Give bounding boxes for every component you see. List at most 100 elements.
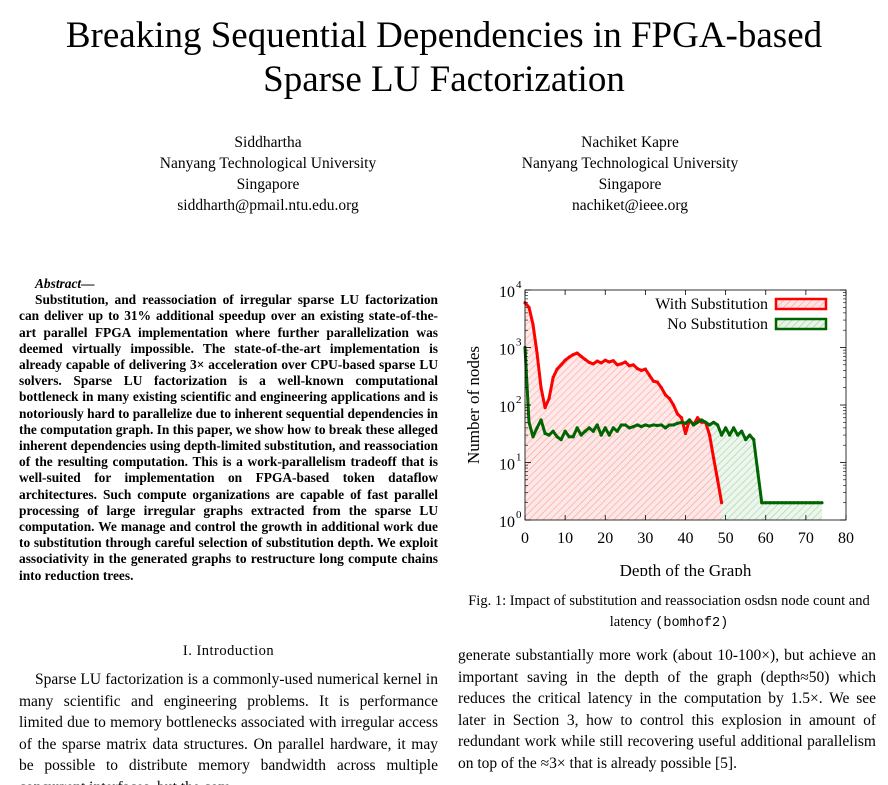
- data-point: [611, 359, 615, 363]
- author-affiliation: Nanyang Technological University: [159, 155, 377, 172]
- data-point: [623, 360, 627, 364]
- y-tick-exponent: 0: [516, 509, 522, 521]
- x-tick-label: 10: [557, 530, 573, 547]
- legend-label: No Substitution: [667, 316, 768, 333]
- data-point: [567, 355, 571, 359]
- data-point: [551, 375, 555, 380]
- author-location: Singapore: [598, 176, 662, 193]
- data-point: [607, 360, 611, 364]
- data-point: [679, 416, 684, 420]
- x-tick-label: 80: [838, 530, 854, 547]
- legend-swatch: [774, 317, 828, 331]
- data-point: [776, 501, 780, 505]
- data-point: [683, 421, 688, 425]
- data-point: [784, 501, 788, 505]
- data-point: [635, 366, 639, 371]
- data-point: [663, 426, 668, 430]
- data-point: [663, 393, 668, 397]
- data-point: [724, 426, 728, 430]
- data-point: [531, 435, 535, 439]
- data-point: [551, 429, 555, 433]
- y-tick-exponent: 3: [516, 337, 522, 349]
- data-point: [655, 423, 660, 428]
- data-point: [796, 501, 800, 505]
- data-point: [716, 478, 720, 482]
- data-point: [768, 501, 772, 505]
- data-point: [695, 420, 700, 424]
- data-point: [547, 396, 551, 401]
- data-point: [559, 438, 563, 442]
- data-point: [671, 403, 676, 407]
- data-point: [772, 501, 776, 505]
- data-point: [527, 305, 531, 309]
- data-point: [639, 425, 643, 429]
- abstract-text: Substitution, and reassociation of irreg…: [19, 292, 438, 583]
- data-point: [800, 501, 804, 505]
- data-point: [599, 361, 603, 365]
- x-tick-label: 60: [758, 530, 774, 547]
- data-point: [752, 438, 756, 442]
- data-point: [659, 386, 664, 390]
- data-point: [679, 420, 684, 424]
- data-point: [575, 426, 579, 430]
- data-point: [611, 426, 615, 430]
- paper-title: Breaking Sequential Dependencies in FPGA…: [0, 14, 888, 102]
- data-point: [671, 423, 676, 427]
- data-point: [591, 362, 595, 366]
- data-point: [587, 360, 591, 365]
- data-point: [707, 433, 712, 437]
- data-point: [631, 425, 635, 429]
- y-tick-label: 10: [499, 342, 515, 359]
- data-point: [639, 368, 643, 372]
- data-point: [683, 431, 688, 436]
- data-point: [547, 433, 551, 437]
- x-tick-label: 20: [597, 530, 613, 547]
- data-point: [579, 433, 583, 437]
- x-tick-label: 30: [637, 530, 653, 547]
- data-point: [543, 406, 547, 410]
- data-point: [587, 426, 591, 430]
- data-point: [788, 501, 792, 505]
- data-point: [571, 435, 575, 439]
- y-axis-label: Number of nodes: [464, 346, 483, 464]
- data-point: [760, 501, 764, 505]
- data-point: [543, 431, 547, 436]
- data-point: [567, 435, 571, 439]
- y-tick-label: 10: [499, 514, 515, 531]
- figure-chart: 0 10 20 30 40 50 60 70 80 10 0 10 1 10 2 10 3 10 4 Depth of…: [454, 276, 874, 580]
- data-point: [699, 418, 704, 422]
- data-point: [563, 358, 567, 362]
- data-point: [555, 367, 559, 371]
- x-axis-label: Depth of the Graph: [620, 561, 752, 576]
- data-point: [599, 433, 603, 437]
- author-name: Siddhartha: [234, 134, 302, 151]
- data-point: [711, 456, 716, 460]
- data-point: [627, 364, 631, 368]
- data-point: [583, 429, 587, 433]
- data-point: [728, 433, 732, 437]
- y-tick-label: 10: [499, 457, 515, 474]
- data-point: [744, 438, 748, 442]
- data-point: [820, 501, 824, 505]
- data-point: [804, 501, 808, 505]
- data-point: [667, 396, 672, 401]
- data-point: [615, 363, 619, 367]
- data-point: [623, 423, 627, 427]
- data-point: [720, 501, 724, 505]
- author-block-1: Siddhartha Nanyang Technological Univers…: [118, 132, 418, 216]
- data-point: [647, 373, 651, 377]
- data-point: [812, 501, 816, 505]
- data-point: [707, 423, 712, 427]
- y-tick-exponent: 4: [516, 279, 522, 291]
- data-point: [619, 423, 623, 427]
- author-affiliation: Nanyang Technological University: [521, 155, 739, 172]
- data-point: [595, 423, 599, 427]
- data-point: [539, 386, 543, 390]
- title-line-2: Sparse LU Factorization: [263, 59, 625, 100]
- data-point: [695, 416, 700, 420]
- data-point: [740, 429, 744, 433]
- data-point: [535, 426, 539, 430]
- author-email: nachiket@ieee.org: [572, 197, 688, 214]
- data-point: [563, 429, 567, 433]
